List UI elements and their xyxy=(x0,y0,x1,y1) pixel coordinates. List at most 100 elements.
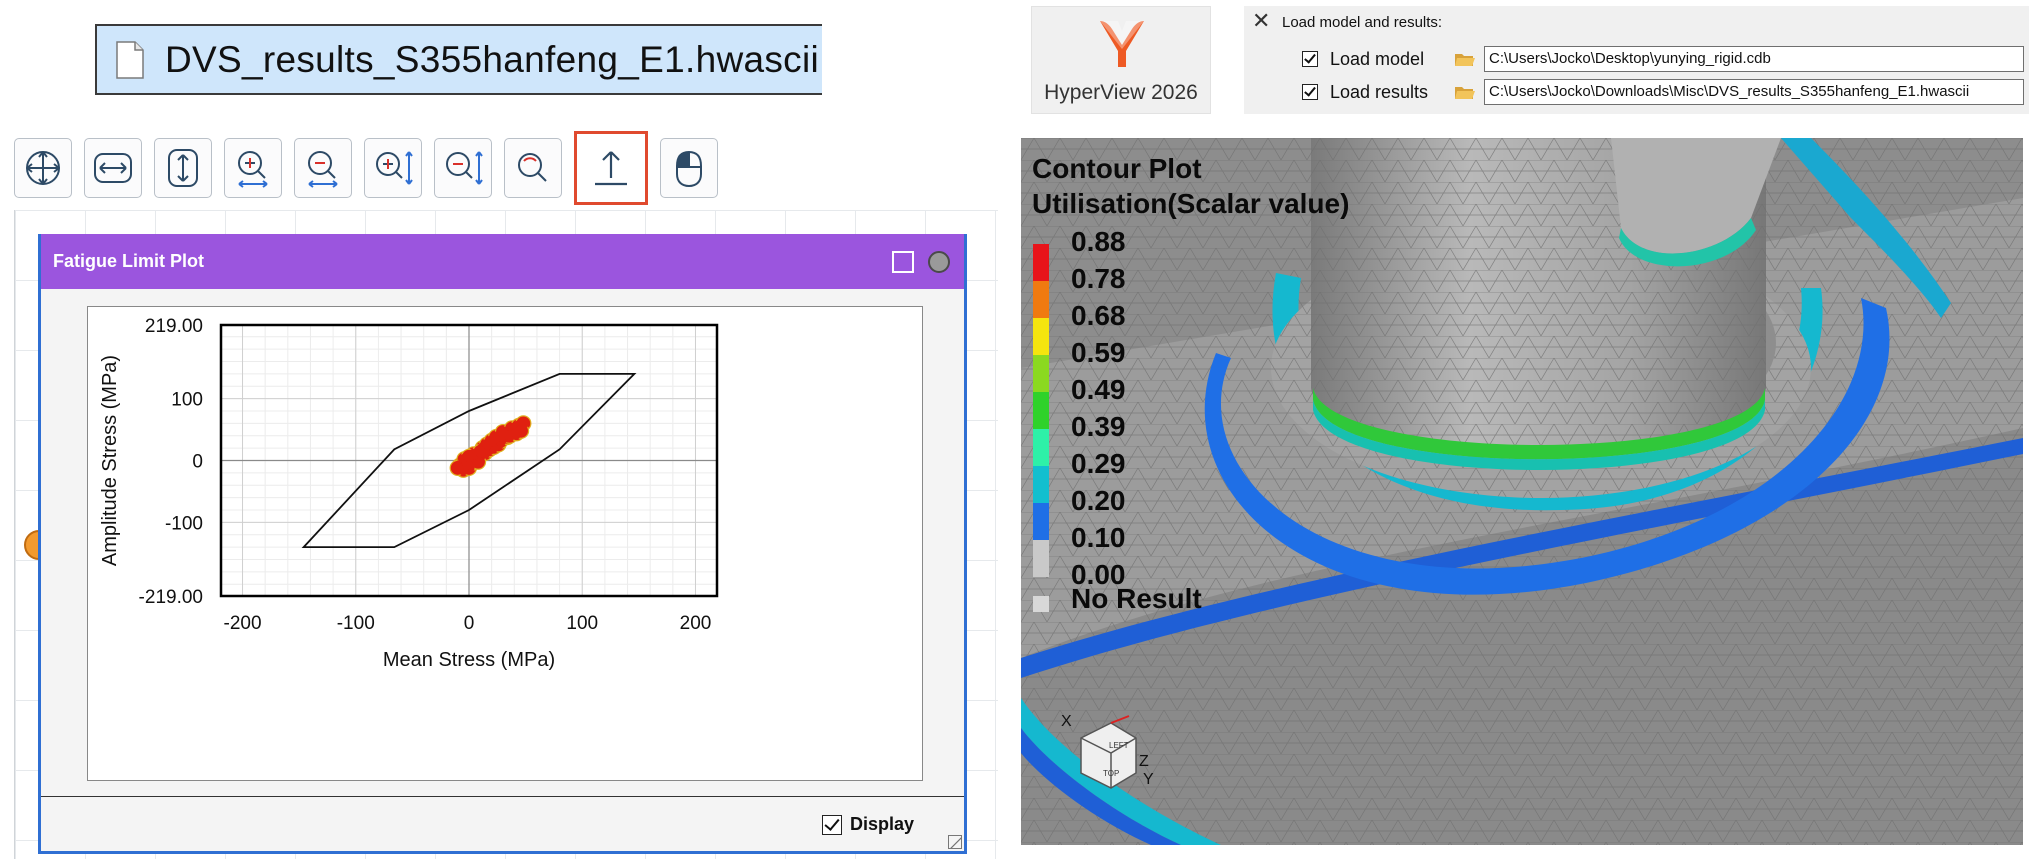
zoom-area-button[interactable] xyxy=(504,138,562,198)
plot-toolbar xyxy=(14,131,730,205)
resize-grip-icon[interactable] xyxy=(948,835,962,849)
no-result-swatch xyxy=(1033,596,1049,612)
legend-color-segment xyxy=(1033,392,1049,429)
load-results-row: Load results C:\Users\Jocko\Downloads\Mi… xyxy=(1302,78,2024,106)
legend-value: 0.68 xyxy=(1071,300,1126,331)
fit-all-button[interactable] xyxy=(14,138,72,198)
triad-z-label: Z xyxy=(1139,753,1149,770)
zoom-out-y-icon xyxy=(446,151,483,185)
file-name: DVS_results_S355hanfeng_E1.hwascii xyxy=(165,38,819,80)
close-icon[interactable]: ✕ xyxy=(1252,8,1271,33)
hyperview-logo-icon xyxy=(1100,21,1144,67)
fe-model-render: LEFT TOP X Z Y xyxy=(1021,138,2023,845)
fatigue-chart[interactable]: 219.00 100 0 -100 -219.00 -200 -100 0 100 200 Mean… xyxy=(88,307,922,780)
x-tick-label: -100 xyxy=(337,613,375,634)
app-name: HyperView 2026 xyxy=(1044,81,1198,104)
legend-color-segment xyxy=(1033,355,1049,392)
load-model-row: Load model C:\Users\Jocko\Desktop\yunyin… xyxy=(1302,45,2024,73)
contour-legend-title: Contour Plot Utilisation(Scalar value) xyxy=(1032,151,1349,221)
legend-title-line2: Utilisation(Scalar value) xyxy=(1032,188,1350,219)
fit-horizontal-icon xyxy=(94,153,132,183)
legend-value: 0.00 xyxy=(1071,559,1126,590)
data-point-core xyxy=(515,425,527,437)
model-viewport[interactable]: LEFT TOP X Z Y xyxy=(1021,138,2023,845)
app-logo-tile: HyperView 2026 xyxy=(1031,6,1211,114)
zoom-in-y-button[interactable] xyxy=(364,138,422,198)
load-results-checkbox[interactable] xyxy=(1302,84,1318,100)
zoom-in-y-icon xyxy=(376,151,413,185)
legend-color-segment xyxy=(1033,466,1049,503)
x-tick-label: 100 xyxy=(566,613,598,634)
triad-x-label: X xyxy=(1061,713,1072,730)
mouse-mode-button[interactable] xyxy=(660,138,718,198)
window-status-dot[interactable] xyxy=(928,251,950,273)
window-header[interactable]: Fatigue Limit Plot xyxy=(41,234,964,289)
folder-open-icon[interactable] xyxy=(1454,84,1476,101)
file-name-bar[interactable]: DVS_results_S355hanfeng_E1.hwascii xyxy=(95,24,822,95)
load-results-label: Load results xyxy=(1330,81,1429,102)
no-result-label: No Result xyxy=(1071,583,1202,614)
window-body: 219.00 100 0 -100 -219.00 -200 -100 0 100 200 Mean… xyxy=(41,289,964,851)
legend-color-segment xyxy=(1033,540,1049,577)
y-tick-label: -219.00 xyxy=(139,587,203,608)
legend-value: 0.49 xyxy=(1071,374,1126,405)
legend-value: 0.20 xyxy=(1071,485,1126,516)
zoom-out-icon xyxy=(308,151,338,188)
display-checkbox[interactable]: Display xyxy=(821,814,914,835)
x-tick-label: 200 xyxy=(680,613,712,634)
load-model-label: Load model xyxy=(1330,48,1425,69)
legend-title-line1: Contour Plot xyxy=(1032,153,1202,184)
model-path-input[interactable]: C:\Users\Jocko\Desktop\yunying_rigid.cdb xyxy=(1484,46,2024,72)
legend-value: 0.10 xyxy=(1071,522,1126,553)
x-tick-label: -200 xyxy=(224,613,262,634)
load-model-checkbox[interactable] xyxy=(1302,51,1318,67)
x-axis-label: Mean Stress (MPa) xyxy=(383,649,555,671)
export-upload-icon xyxy=(595,151,627,186)
legend-color-segment xyxy=(1033,281,1049,318)
data-point-core xyxy=(452,462,464,474)
y-tick-label: -100 xyxy=(165,513,203,534)
mouse-icon xyxy=(676,150,702,188)
view-triad: LEFT TOP X Z Y xyxy=(1061,713,1154,789)
triad-top-label: TOP xyxy=(1103,769,1119,778)
legend-color-segment xyxy=(1033,503,1049,540)
window-title: Fatigue Limit Plot xyxy=(53,251,204,271)
plot-frame: 219.00 100 0 -100 -219.00 -200 -100 0 100 200 Mean… xyxy=(87,306,923,781)
y-tick-label: 0 xyxy=(192,452,203,473)
fit-vertical-icon xyxy=(168,149,198,187)
zoom-area-icon xyxy=(518,153,547,182)
footer-divider xyxy=(41,796,964,797)
maximize-icon[interactable] xyxy=(892,251,914,273)
data-point-core xyxy=(474,446,486,458)
y-tick-label: 100 xyxy=(171,390,203,411)
export-button[interactable] xyxy=(574,131,648,205)
fatigue-limit-window[interactable]: Fatigue Limit Plot 219.00 100 0 -100 -219.00… xyxy=(38,234,967,854)
results-path-input[interactable]: C:\Users\Jocko\Downloads\Misc\DVS_result… xyxy=(1484,79,2024,105)
legend-color-segment xyxy=(1033,318,1049,355)
fit-all-icon xyxy=(26,151,60,185)
fit-vertical-button[interactable] xyxy=(154,138,212,198)
display-label: Display xyxy=(849,814,914,834)
legend-value: 0.39 xyxy=(1071,411,1126,442)
fatigue-limit-polygon xyxy=(301,372,637,549)
legend-color-segment xyxy=(1033,429,1049,466)
legend-value: 0.29 xyxy=(1071,448,1126,479)
load-panel-title: Load model and results: xyxy=(1282,14,1443,31)
triad-y-label: Y xyxy=(1143,771,1154,788)
contour-color-bar xyxy=(1033,244,1049,577)
y-axis-label: Amplitude Stress (MPa) xyxy=(99,355,121,566)
folder-open-icon[interactable] xyxy=(1454,51,1476,68)
document-icon xyxy=(116,40,144,79)
legend-value: 0.88 xyxy=(1071,226,1126,257)
x-tick-label: 0 xyxy=(464,613,475,634)
plot-border xyxy=(219,323,719,598)
checkbox-checked-icon[interactable] xyxy=(821,814,842,835)
zoom-in-button[interactable] xyxy=(224,138,282,198)
y-tick-label: 219.00 xyxy=(145,316,203,337)
legend-value: 0.59 xyxy=(1071,337,1126,368)
triad-left-label: LEFT xyxy=(1109,741,1129,750)
zoom-out-button[interactable] xyxy=(294,138,352,198)
zoom-out-y-button[interactable] xyxy=(434,138,492,198)
fit-horizontal-button[interactable] xyxy=(84,138,142,198)
